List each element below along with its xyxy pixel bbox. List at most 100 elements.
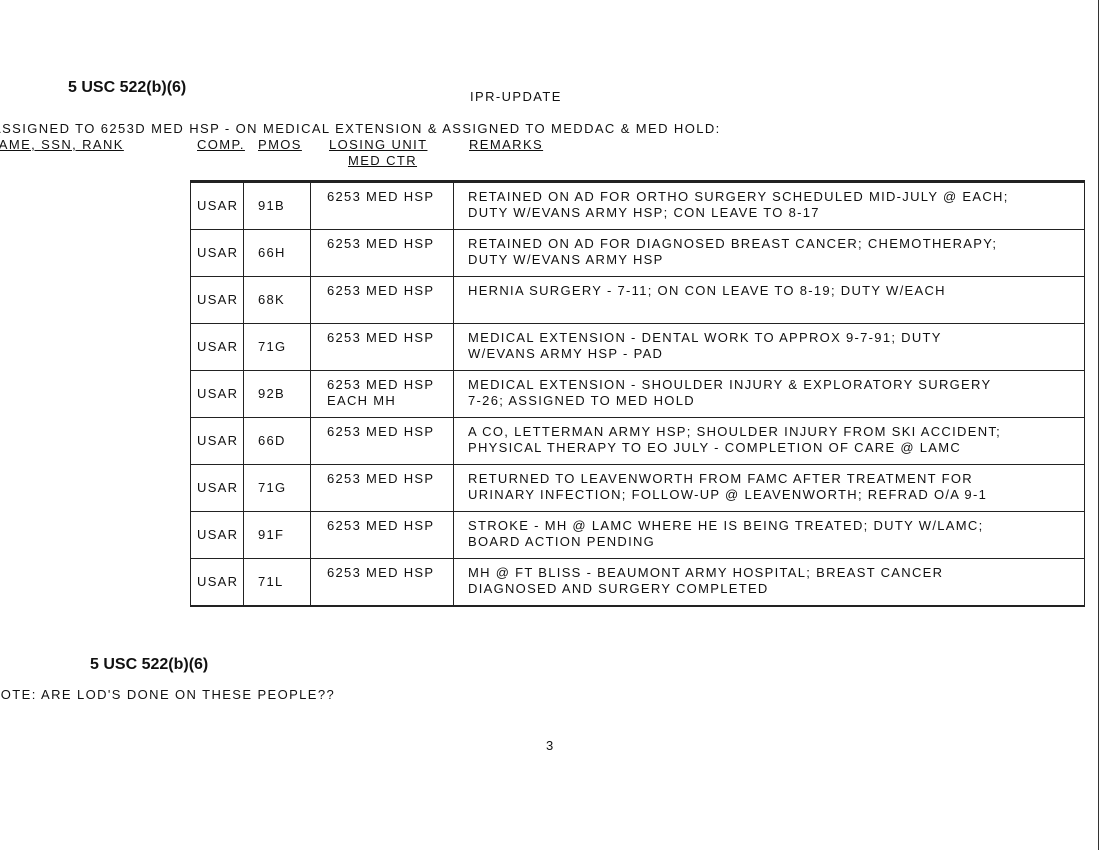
pmos-cell: 71G [243,323,311,371]
unit-value: 6253 MED HSP [327,330,435,345]
pmos-value: 71G [258,339,287,354]
pmos-value: 91F [258,527,285,542]
comp-value: USAR [197,480,239,495]
unit-cell: 6253 MED HSP [310,276,454,324]
remarks-cell: MEDICAL EXTENSION - SHOULDER INJURY & EX… [453,370,1085,418]
remarks-cell: HERNIA SURGERY - 7-11; ON CON LEAVE TO 8… [453,276,1085,324]
unit-value-2: EACH MH [327,393,397,408]
comp-value: USAR [197,527,239,542]
section-heading: ASSIGNED TO 6253D MED HSP - ON MEDICAL E… [0,121,721,136]
comp-value: USAR [197,339,239,354]
unit-value: 6253 MED HSP [327,565,435,580]
remarks-line-1: MEDICAL EXTENSION - SHOULDER INJURY & EX… [468,377,992,392]
remarks-cell: RETURNED TO LEAVENWORTH FROM FAMC AFTER … [453,464,1085,512]
table-row: USAR 71G 6253 MED HSP MEDICAL EXTENSION - D… [190,323,1085,371]
remarks-cell: RETAINED ON AD FOR DIAGNOSED BREAST CANC… [453,229,1085,277]
unit-cell: 6253 MED HSP [310,511,454,559]
remarks-line-2: URINARY INFECTION; FOLLOW-UP @ LEAVENWOR… [468,487,988,502]
remarks-cell: STROKE - MH @ LAMC WHERE HE IS BEING TRE… [453,511,1085,559]
unit-cell: 6253 MED HSP [310,323,454,371]
unit-cell: 6253 MED HSP [310,181,454,230]
pmos-cell: 71G [243,464,311,512]
unit-value: 6253 MED HSP [327,424,435,439]
remarks-cell: MH @ FT BLISS - BEAUMONT ARMY HOSPITAL; … [453,558,1085,607]
unit-cell: 6253 MED HSP [310,417,454,465]
comp-cell: USAR [190,323,244,371]
comp-value: USAR [197,574,239,589]
table-row: USAR 71L 6253 MED HSP MH @ FT BLISS - BEAUM… [190,558,1085,607]
remarks-line-2: 7-26; ASSIGNED TO MED HOLD [468,393,695,408]
redaction-label-bottom: 5 USC 522(b)(6) [90,656,209,673]
unit-value: 6253 MED HSP [327,189,435,204]
remarks-cell: MEDICAL EXTENSION - DENTAL WORK TO APPRO… [453,323,1085,371]
table-row: USAR 91F 6253 MED HSP STROKE - MH @ LAMC WH… [190,511,1085,559]
unit-value: 6253 MED HSP [327,518,435,533]
remarks-line-1: STROKE - MH @ LAMC WHERE HE IS BEING TRE… [468,518,984,533]
remarks-line-2: DIAGNOSED AND SURGERY COMPLETED [468,581,769,596]
comp-value: USAR [197,433,239,448]
col-header-name: NAME, SSN, RANK [0,137,124,152]
page-edge [1098,0,1099,850]
remarks-line-1: A CO, LETTERMAN ARMY HSP; SHOULDER INJUR… [468,424,1002,439]
personnel-table: USAR 91B 6253 MED HSP RETAINED ON AD FOR OR… [190,180,1085,607]
pmos-value: 66H [258,245,286,260]
comp-cell: USAR [190,181,244,230]
unit-value: 6253 MED HSP [327,471,435,486]
comp-cell: USAR [190,276,244,324]
remarks-line-2: W/EVANS ARMY HSP - PAD [468,346,664,361]
pmos-value: 66D [258,433,286,448]
col-header-unit-sub: MED CTR [348,153,418,168]
pmos-value: 68K [258,292,286,307]
comp-cell: USAR [190,558,244,607]
remarks-line-2: DUTY W/EVANS ARMY HSP [468,252,664,267]
remarks-line-1: RETURNED TO LEAVENWORTH FROM FAMC AFTER … [468,471,973,486]
remarks-line-2: PHYSICAL THERAPY TO EO JULY - COMPLETION… [468,440,962,455]
pmos-value: 71L [258,574,284,589]
comp-cell: USAR [190,417,244,465]
unit-cell: 6253 MED HSP EACH MH [310,370,454,418]
comp-value: USAR [197,198,239,213]
pmos-cell: 68K [243,276,311,324]
remarks-cell: A CO, LETTERMAN ARMY HSP; SHOULDER INJUR… [453,417,1085,465]
col-header-pmos: PMOS [258,137,302,152]
document-title: IPR-UPDATE [470,89,562,104]
table-row: USAR 68K 6253 MED HSP HERNIA SURGERY - 7-11… [190,276,1085,324]
pmos-cell: 66D [243,417,311,465]
comp-value: USAR [197,386,239,401]
comp-cell: USAR [190,370,244,418]
unit-cell: 6253 MED HSP [310,229,454,277]
comp-value: USAR [197,292,239,307]
table-row: USAR 92B 6253 MED HSP EACH MH MEDICAL EXTENS… [190,370,1085,418]
remarks-cell: RETAINED ON AD FOR ORTHO SURGERY SCHEDUL… [453,181,1085,230]
col-header-unit: LOSING UNIT [329,137,428,152]
comp-value: USAR [197,245,239,260]
table-row: USAR 71G 6253 MED HSP RETURNED TO LEAVENWOR… [190,464,1085,512]
remarks-line-2: DUTY W/EVANS ARMY HSP; CON LEAVE TO 8-17 [468,205,820,220]
comp-cell: USAR [190,229,244,277]
remarks-line-1: HERNIA SURGERY - 7-11; ON CON LEAVE TO 8… [468,283,946,298]
unit-value: 6253 MED HSP [327,377,435,392]
pmos-cell: 71L [243,558,311,607]
table-row: USAR 66D 6253 MED HSP A CO, LETTERMAN ARMY … [190,417,1085,465]
pmos-cell: 66H [243,229,311,277]
table-row: USAR 91B 6253 MED HSP RETAINED ON AD FOR OR… [190,181,1085,230]
remarks-line-1: MH @ FT BLISS - BEAUMONT ARMY HOSPITAL; … [468,565,944,580]
pmos-cell: 92B [243,370,311,418]
unit-value: 6253 MED HSP [327,236,435,251]
col-header-remarks: REMARKS [469,137,544,152]
pmos-cell: 91B [243,181,311,230]
unit-cell: 6253 MED HSP [310,464,454,512]
comp-cell: USAR [190,464,244,512]
table-row: USAR 66H 6253 MED HSP RETAINED ON AD FOR DI… [190,229,1085,277]
unit-value: 6253 MED HSP [327,283,435,298]
remarks-line-1: RETAINED ON AD FOR ORTHO SURGERY SCHEDUL… [468,189,1009,204]
pmos-value: 92B [258,386,286,401]
pmos-value: 71G [258,480,287,495]
page-number: 3 [546,738,555,753]
redaction-label-top: 5 USC 522(b)(6) [68,79,187,96]
pmos-value: 91B [258,198,286,213]
pmos-cell: 91F [243,511,311,559]
remarks-line-2: BOARD ACTION PENDING [468,534,656,549]
remarks-line-1: RETAINED ON AD FOR DIAGNOSED BREAST CANC… [468,236,998,251]
col-header-comp: COMP. [197,137,245,152]
